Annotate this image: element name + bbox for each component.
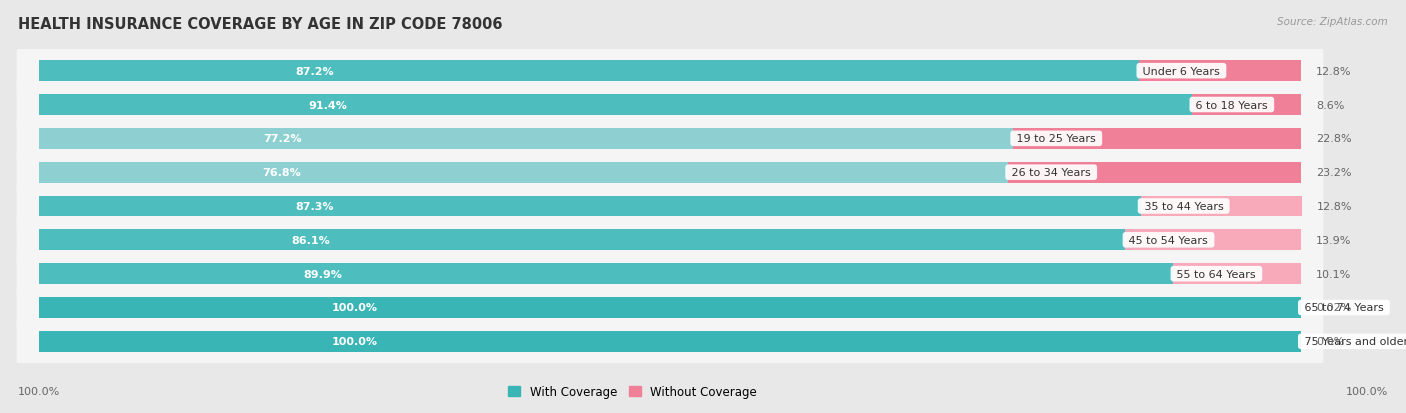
Bar xyxy=(1140,196,1302,217)
Text: 100.0%: 100.0% xyxy=(332,337,378,347)
Bar xyxy=(39,61,1139,82)
Text: 75 Years and older: 75 Years and older xyxy=(1301,337,1406,347)
FancyBboxPatch shape xyxy=(17,147,1323,199)
Text: 0.0%: 0.0% xyxy=(1316,337,1344,347)
Bar xyxy=(39,162,1008,183)
FancyBboxPatch shape xyxy=(17,282,1323,334)
Text: 12.8%: 12.8% xyxy=(1316,66,1351,76)
Text: 87.3%: 87.3% xyxy=(295,202,333,211)
Text: 6 to 18 Years: 6 to 18 Years xyxy=(1192,100,1271,110)
Text: Under 6 Years: Under 6 Years xyxy=(1139,66,1223,76)
Text: HEALTH INSURANCE COVERAGE BY AGE IN ZIP CODE 78006: HEALTH INSURANCE COVERAGE BY AGE IN ZIP … xyxy=(18,17,503,31)
Text: 13.9%: 13.9% xyxy=(1316,235,1351,245)
Text: 89.9%: 89.9% xyxy=(304,269,342,279)
Text: 22.8%: 22.8% xyxy=(1316,134,1351,144)
FancyBboxPatch shape xyxy=(17,214,1323,266)
Bar xyxy=(1008,162,1301,183)
Bar xyxy=(39,196,1140,217)
Text: 91.4%: 91.4% xyxy=(308,100,347,110)
Bar xyxy=(39,230,1125,251)
Bar xyxy=(39,263,1174,285)
Text: 26 to 34 Years: 26 to 34 Years xyxy=(1008,168,1094,178)
FancyBboxPatch shape xyxy=(17,180,1323,233)
Bar xyxy=(39,331,1301,352)
Bar xyxy=(1014,128,1301,150)
Text: 100.0%: 100.0% xyxy=(332,303,378,313)
Bar xyxy=(1174,263,1301,285)
Legend: With Coverage, Without Coverage: With Coverage, Without Coverage xyxy=(503,381,762,403)
Text: 45 to 54 Years: 45 to 54 Years xyxy=(1125,235,1212,245)
Text: 23.2%: 23.2% xyxy=(1316,168,1351,178)
FancyBboxPatch shape xyxy=(17,45,1323,97)
Text: 65 to 74 Years: 65 to 74 Years xyxy=(1301,303,1386,313)
Text: 86.1%: 86.1% xyxy=(291,235,330,245)
Text: 12.8%: 12.8% xyxy=(1317,202,1353,211)
Bar xyxy=(1192,95,1301,116)
Text: 19 to 25 Years: 19 to 25 Years xyxy=(1014,134,1099,144)
Bar xyxy=(1125,230,1301,251)
Text: 77.2%: 77.2% xyxy=(263,134,302,144)
Text: 8.6%: 8.6% xyxy=(1316,100,1344,110)
FancyBboxPatch shape xyxy=(17,248,1323,300)
Text: 100.0%: 100.0% xyxy=(18,387,60,396)
FancyBboxPatch shape xyxy=(17,316,1323,368)
Text: 0.02%: 0.02% xyxy=(1316,303,1351,313)
Text: 100.0%: 100.0% xyxy=(1346,387,1388,396)
Bar xyxy=(39,297,1301,318)
Text: 87.2%: 87.2% xyxy=(295,66,333,76)
Text: 10.1%: 10.1% xyxy=(1316,269,1351,279)
Bar xyxy=(39,128,1014,150)
Text: Source: ZipAtlas.com: Source: ZipAtlas.com xyxy=(1277,17,1388,26)
Text: 76.8%: 76.8% xyxy=(262,168,301,178)
Bar xyxy=(39,95,1192,116)
Bar xyxy=(1139,61,1301,82)
Text: 55 to 64 Years: 55 to 64 Years xyxy=(1174,269,1260,279)
Text: 35 to 44 Years: 35 to 44 Years xyxy=(1140,202,1227,211)
FancyBboxPatch shape xyxy=(17,79,1323,131)
FancyBboxPatch shape xyxy=(17,113,1323,165)
